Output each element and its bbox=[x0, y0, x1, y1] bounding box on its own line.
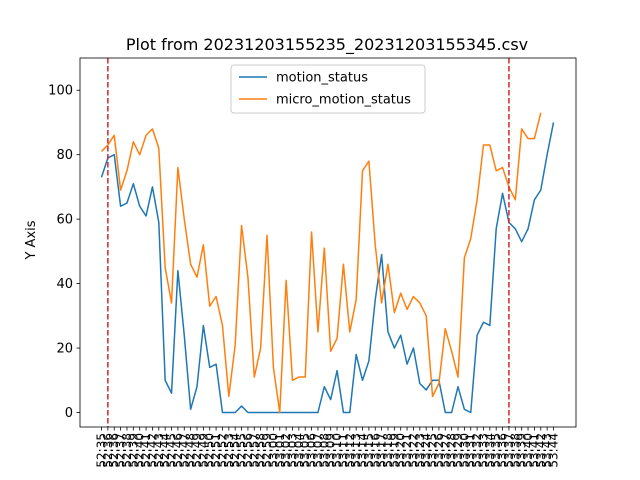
x-tick-label: 52:54 bbox=[228, 433, 242, 468]
x-tick-label: 53:23 bbox=[413, 433, 427, 468]
x-tick-label: 53:20 bbox=[394, 433, 408, 468]
x-tick-label: 53:04 bbox=[292, 433, 306, 468]
x-tick-label: 52:45 bbox=[165, 433, 179, 468]
x-tick-label: 53:41 bbox=[527, 433, 541, 468]
x-tick-label: 52:48 bbox=[184, 433, 198, 468]
x-tick-label: 53:39 bbox=[515, 433, 529, 468]
x-tick-label: 53:15 bbox=[362, 433, 376, 468]
x-tick-label: 53:25 bbox=[426, 433, 440, 468]
x-tick-label: 53:26 bbox=[432, 433, 446, 468]
x-tick-label: 52:59 bbox=[260, 433, 274, 468]
series-line-motion_status bbox=[100, 122, 555, 414]
y-tick-label: 40 bbox=[56, 277, 73, 292]
x-tick-label: 53:36 bbox=[496, 433, 510, 468]
x-tick-label: 53:09 bbox=[324, 433, 338, 468]
x-tick-label: 52:44 bbox=[158, 433, 172, 468]
x-tick-label: 53:38 bbox=[508, 433, 522, 468]
x-tick-label: 52:43 bbox=[152, 433, 166, 468]
x-tick-label: 53:03 bbox=[285, 433, 299, 468]
x-tick-label: 52:51 bbox=[209, 433, 223, 468]
x-tick-label: 52:49 bbox=[190, 433, 204, 468]
y-tick-label: 100 bbox=[48, 84, 73, 99]
x-tick-label: 53:07 bbox=[311, 433, 325, 468]
x-tick-label: 53:13 bbox=[349, 433, 363, 468]
x-tick-label: 53:40 bbox=[521, 433, 535, 468]
x-tick-label: 53:10 bbox=[330, 433, 344, 468]
x-tick-label: 53:37 bbox=[502, 433, 516, 468]
x-tick-label: 52:36 bbox=[107, 433, 121, 468]
x-tick-label: 52:36 bbox=[101, 433, 115, 468]
x-tick-label: 53:06 bbox=[305, 433, 319, 468]
plot-frame bbox=[79, 57, 577, 428]
x-tick-label: 53:24 bbox=[419, 433, 433, 468]
x-tick-label: 53:42 bbox=[534, 433, 548, 468]
y-tick-label: 0 bbox=[65, 406, 73, 421]
x-tick-label: 53:29 bbox=[451, 433, 465, 468]
x-tick-label: 53:22 bbox=[406, 433, 420, 468]
x-tick-label: 52:57 bbox=[247, 433, 261, 468]
x-tick-label: 53:14 bbox=[356, 433, 370, 468]
y-tick-label: 20 bbox=[56, 342, 73, 357]
chart-title: Plot from 20231203155235_20231203155345.… bbox=[126, 35, 528, 55]
x-tick-label: 53:05 bbox=[298, 433, 312, 468]
x-tick-label: 53:00 bbox=[266, 433, 280, 468]
x-tick-label: 53:11 bbox=[336, 433, 350, 468]
x-tick-label: 53:02 bbox=[279, 433, 293, 468]
x-tick-label: 53:16 bbox=[368, 433, 382, 468]
x-tick-label: 52:37 bbox=[114, 433, 128, 468]
x-tick-label: 52:58 bbox=[254, 433, 268, 468]
x-tick-label: 53:19 bbox=[387, 433, 401, 468]
x-tick-label: 52:47 bbox=[177, 433, 191, 468]
x-tick-label: 53:01 bbox=[273, 433, 287, 468]
y-axis-label: Y Axis bbox=[24, 220, 39, 260]
x-tick-label: 53:32 bbox=[470, 433, 484, 468]
x-tick-label: 52:39 bbox=[126, 433, 140, 468]
series-line-micro_motion_status bbox=[100, 112, 542, 414]
x-tick-label: 53:44 bbox=[547, 433, 561, 468]
x-tick-label: 53:43 bbox=[540, 433, 554, 468]
y-tick-label: 80 bbox=[56, 148, 73, 163]
x-tick-label: 53:34 bbox=[483, 433, 497, 468]
x-tick-label: 52:40 bbox=[133, 433, 147, 468]
x-tick-label: 53:08 bbox=[317, 433, 331, 468]
x-tick-label: 53:28 bbox=[445, 433, 459, 468]
x-tick-label: 52:52 bbox=[215, 433, 229, 468]
y-tick-label: 60 bbox=[56, 213, 73, 228]
x-tick-label: 52:50 bbox=[203, 433, 217, 468]
x-tick-label: 52:46 bbox=[171, 433, 185, 468]
x-tick-label: 53:18 bbox=[381, 433, 395, 468]
x-tick-label: 53:21 bbox=[400, 433, 414, 468]
x-tick-label: 52:35 bbox=[95, 433, 109, 468]
x-tick-label: 52:38 bbox=[120, 433, 134, 468]
legend-label-motion_status: motion_status bbox=[276, 71, 368, 86]
legend: motion_status micro_motion_status bbox=[230, 64, 426, 114]
x-tick-label: 53:35 bbox=[489, 433, 503, 468]
x-tick-label: 52:42 bbox=[145, 433, 159, 468]
legend-label-micro_motion_status: micro_motion_status bbox=[276, 93, 411, 108]
x-tick-label: 52:41 bbox=[139, 433, 153, 468]
x-tick-label: 52:53 bbox=[222, 433, 236, 468]
x-tick-label: 52:55 bbox=[235, 433, 249, 468]
x-tick-label: 52:49 bbox=[196, 433, 210, 468]
x-tick-label: 53:33 bbox=[476, 433, 490, 468]
x-tick-label: 53:27 bbox=[438, 433, 452, 468]
x-tick-label: 52:56 bbox=[241, 433, 255, 468]
x-tick-label: 53:17 bbox=[375, 433, 389, 468]
legend-frame bbox=[230, 64, 426, 114]
x-tick-label: 53:30 bbox=[457, 433, 471, 468]
plot-area: 02040608010052:3552:3652:3652:3752:3852:… bbox=[48, 57, 577, 468]
x-tick-label: 53:31 bbox=[464, 433, 478, 468]
x-tick-label: 53:12 bbox=[343, 433, 357, 468]
